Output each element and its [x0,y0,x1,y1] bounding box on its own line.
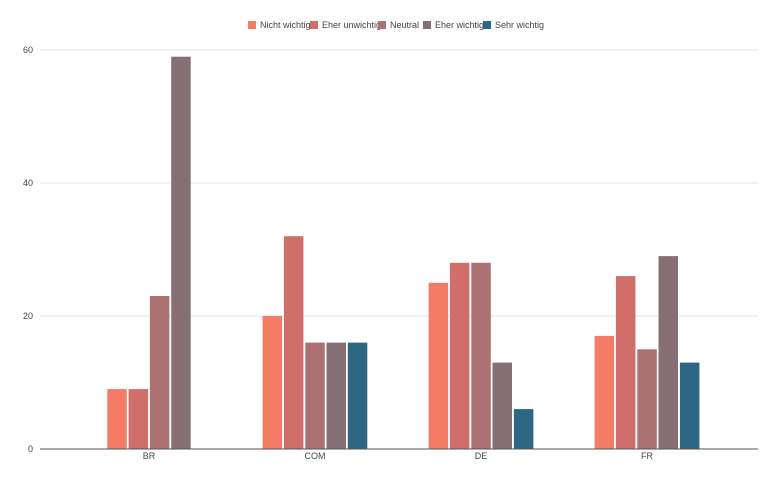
bar-br-neutral [149,296,170,449]
bar-br-eher-unwichtig [128,389,149,449]
legend-swatch [248,21,256,29]
x-tick-label: BR [143,451,156,461]
x-axis: BR COM DE FR [40,448,758,461]
gridlines [40,49,758,317]
y-tick-label: 60 [23,45,33,55]
bar-com-neutral [305,342,325,449]
y-axis: 0 20 40 60 [23,45,33,454]
bar-fr-sehr-wichtig [679,362,700,449]
bar-br-eher-wichtig [171,56,191,449]
legend-label: Sehr wichtig [495,20,544,30]
bar-com-nicht-wichtig [262,316,283,449]
legend-swatch [423,21,431,29]
legend-swatch [483,21,491,29]
bar-fr-eher-wichtig [658,256,678,449]
bar-com-sehr-wichtig [347,342,368,449]
bar-de-eher-wichtig [492,362,512,449]
bar-de-sehr-wichtig [513,409,534,449]
legend-item-neutral: Neutral [378,20,419,30]
bar-fr-eher-unwichtig [615,276,636,449]
y-tick-label: 0 [28,444,33,454]
y-tick-label: 40 [23,178,33,188]
bar-fr-nicht-wichtig [594,335,615,449]
x-tick-label: COM [305,451,326,461]
legend-swatch [310,21,318,29]
legend-item-eher-unwichtig: Eher unwichtig [310,20,381,30]
bar-com-eher-unwichtig [283,236,304,449]
legend-label: Neutral [390,20,419,30]
legend-swatch [378,21,386,29]
x-tick-label: DE [475,451,488,461]
legend-label: Eher unwichtig [322,20,381,30]
bar-de-nicht-wichtig [428,282,449,450]
bar-fr-neutral [637,349,657,450]
bar-de-eher-unwichtig [449,262,470,449]
bars [107,56,700,450]
legend-item-eher-wichtig: Eher wichtig [423,20,484,30]
bar-com-eher-wichtig [326,342,346,449]
bar-de-neutral [471,262,491,449]
legend: Nicht wichtig Eher unwichtig Neutral Eher w… [248,20,544,30]
legend-label: Eher wichtig [435,20,484,30]
x-tick-label: FR [641,451,653,461]
legend-item-nicht-wichtig: Nicht wichtig [248,20,311,30]
y-tick-label: 20 [23,311,33,321]
legend-item-sehr-wichtig: Sehr wichtig [483,20,544,30]
bar-br-nicht-wichtig [107,389,127,449]
legend-label: Nicht wichtig [260,20,311,30]
